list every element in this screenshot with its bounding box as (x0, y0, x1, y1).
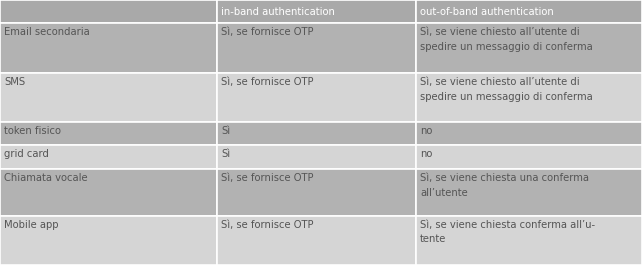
Text: Mobile app: Mobile app (4, 220, 58, 230)
Text: SMS: SMS (4, 77, 25, 87)
Text: Sì, se viene chiesta una conferma
all’utente: Sì, se viene chiesta una conferma all’ut… (420, 173, 589, 198)
Text: grid card: grid card (4, 149, 49, 160)
Bar (0, 73, 217, 122)
Text: Sì, se fornisce OTP: Sì, se fornisce OTP (221, 173, 313, 183)
Text: Sì, se fornisce OTP: Sì, se fornisce OTP (221, 220, 313, 230)
Text: in-band authentication: in-band authentication (221, 7, 335, 17)
Bar (217, 0, 416, 23)
Bar (217, 73, 416, 122)
Text: Email secondaria: Email secondaria (4, 27, 90, 37)
Text: Sì, se viene chiesta conferma all’u-
tente: Sì, se viene chiesta conferma all’u- ten… (420, 220, 595, 244)
Bar (217, 216, 416, 265)
Bar (217, 169, 416, 216)
Bar (416, 0, 642, 23)
Bar (416, 73, 642, 122)
Bar (0, 169, 217, 216)
Text: Sì, se viene chiesto all’utente di
spedire un messaggio di conferma: Sì, se viene chiesto all’utente di spedi… (420, 27, 593, 52)
Bar (0, 23, 217, 73)
Text: Sì: Sì (221, 149, 230, 160)
Text: token fisico: token fisico (4, 126, 61, 136)
Bar (217, 23, 416, 73)
Text: Sì, se fornisce OTP: Sì, se fornisce OTP (221, 77, 313, 87)
Bar (217, 145, 416, 169)
Text: no: no (420, 126, 433, 136)
Bar (416, 122, 642, 145)
Bar (0, 0, 217, 23)
Bar (0, 145, 217, 169)
Text: Sì: Sì (221, 126, 230, 136)
Bar (0, 216, 217, 265)
Bar (416, 216, 642, 265)
Text: Chiamata vocale: Chiamata vocale (4, 173, 87, 183)
Text: Sì, se viene chiesto all’utente di
spedire un messaggio di conferma: Sì, se viene chiesto all’utente di spedi… (420, 77, 593, 101)
Bar (0, 122, 217, 145)
Bar (416, 145, 642, 169)
Text: no: no (420, 149, 433, 160)
Text: Sì, se fornisce OTP: Sì, se fornisce OTP (221, 27, 313, 37)
Text: out-of-band authentication: out-of-band authentication (420, 7, 554, 17)
Bar (416, 169, 642, 216)
Bar (217, 122, 416, 145)
Bar (416, 23, 642, 73)
